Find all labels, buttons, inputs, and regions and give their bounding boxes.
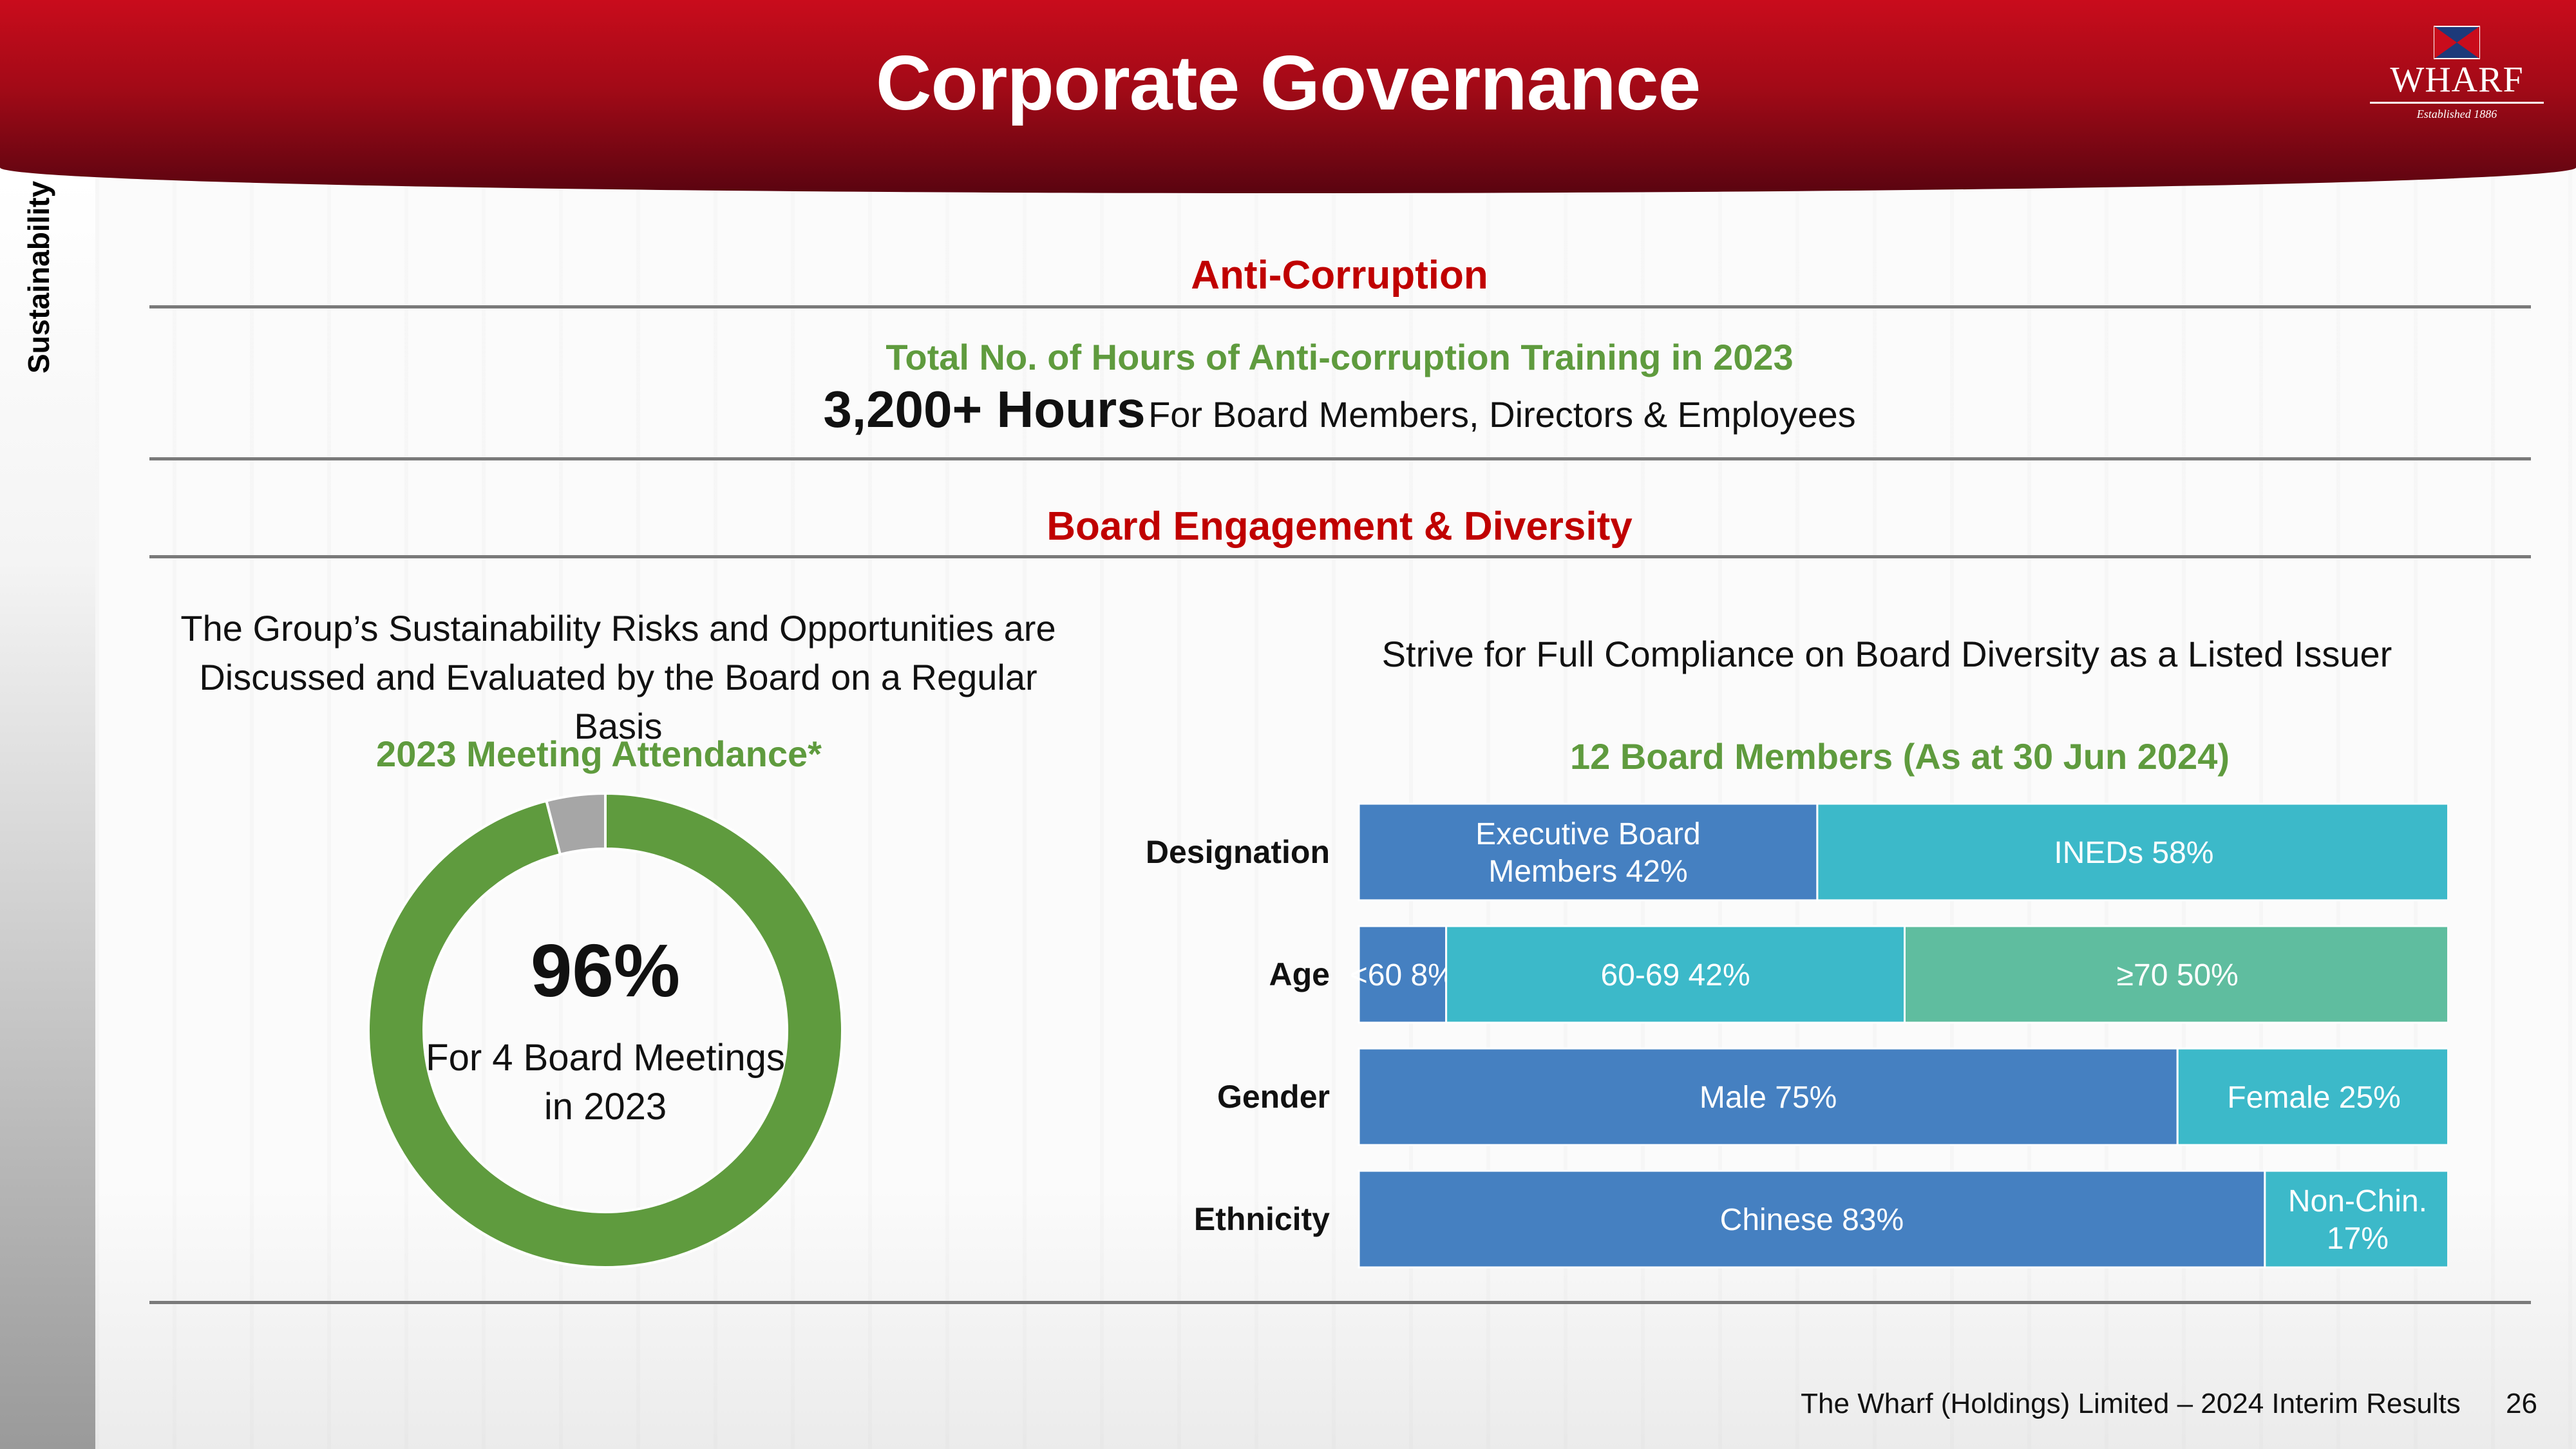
page-number: 26 <box>2506 1388 2537 1419</box>
flag-icon <box>2434 26 2480 59</box>
bar-segment-age-2 <box>1904 925 2447 1024</box>
footer: The Wharf (Holdings) Limited – 2024 Inte… <box>1801 1388 2537 1420</box>
text-line: Discussed and Evaluated by the Board on … <box>199 657 1037 746</box>
board-heading: Board Engagement & Diversity <box>1046 504 1633 549</box>
bar-segment-label: Male 75% <box>1700 1081 1837 1115</box>
page-title: Corporate Governance <box>875 40 1701 126</box>
bar-segment-label: Chinese 83% <box>1720 1203 1904 1237</box>
header-banner: Corporate Governance WHARF Established 1… <box>0 0 2576 193</box>
footer-text: The Wharf (Holdings) Limited – 2024 Inte… <box>1801 1388 2461 1419</box>
bar-segment-label: 60-69 42% <box>1600 958 1750 992</box>
training-hours-value: 3,200+ Hours <box>823 381 1146 438</box>
bar-segment-label: Female 25% <box>2227 1081 2400 1115</box>
bar-segment-gender-1 <box>2176 1047 2447 1146</box>
board-diversity-text: Strive for Full Compliance on Board Dive… <box>1381 634 2392 674</box>
text-line: in 2023 <box>544 1086 667 1128</box>
attendance-percent: 96% <box>530 929 681 1012</box>
divider <box>149 457 2531 460</box>
bar-segment-label: Non-Chin. 17% <box>2288 1184 2427 1256</box>
bar-segment-ethnicity-1 <box>2264 1170 2447 1269</box>
training-hours-desc: For Board Members, Directors & Employees <box>1148 394 1856 435</box>
attendance-heading: 2023 Meeting Attendance* <box>376 734 822 774</box>
bar-segment-designation-1 <box>1816 802 2447 902</box>
text-line: The Group’s Sustainability Risks and Opp… <box>180 608 1056 649</box>
company-logo: WHARF Established 1886 <box>2370 26 2544 135</box>
bar-segment-label: ≥70 50% <box>2117 958 2239 992</box>
row-label-designation: Designation <box>1146 834 1330 870</box>
row-label-gender: Gender <box>1217 1079 1330 1115</box>
bar-segment-label: Executive Board Members 42% <box>1475 817 1701 889</box>
board-diversity-bar-chart: Designation Executive Board Members 42% INE… <box>1146 802 2447 1269</box>
donut-slice-not-attended <box>545 791 607 857</box>
divider <box>149 555 2531 558</box>
bar-segment-age-1 <box>1445 925 1906 1024</box>
training-hours-heading: Total No. of Hours of Anti-corruption Tr… <box>886 337 1794 377</box>
bar-segment-ethnicity-0 <box>1358 1170 2266 1269</box>
row-label-ethnicity: Ethnicity <box>1194 1201 1330 1237</box>
row-label-age: Age <box>1269 956 1330 992</box>
attendance-caption: For 4 Board Meetings in 2023 <box>425 1034 786 1132</box>
attendance-donut-chart <box>367 791 844 1269</box>
board-members-heading: 12 Board Members (As at 30 Jun 2024) <box>1570 736 2230 777</box>
text-line: For 4 Board Meetings <box>426 1037 785 1079</box>
bar-segment-label: <60 8% <box>1350 958 1455 992</box>
logo-wordmark: WHARF <box>2370 59 2544 104</box>
divider <box>149 305 2531 308</box>
side-strip <box>0 180 95 1449</box>
logo-established: Established 1886 <box>2416 108 2497 120</box>
bar-segment-label: INEDs 58% <box>2054 836 2213 870</box>
board-sustainability-text: The Group’s Sustainability Risks and Opp… <box>155 604 1082 751</box>
training-hours-line: 3,200+ Hours For Board Members, Director… <box>0 380 2576 439</box>
bar-segment-age-0 <box>1358 925 1448 1024</box>
bar-segment-designation-0 <box>1358 802 1819 902</box>
divider <box>149 1301 2531 1304</box>
anti-corruption-heading: Anti-Corruption <box>1191 253 1488 298</box>
donut-slice-attended <box>367 791 844 1269</box>
